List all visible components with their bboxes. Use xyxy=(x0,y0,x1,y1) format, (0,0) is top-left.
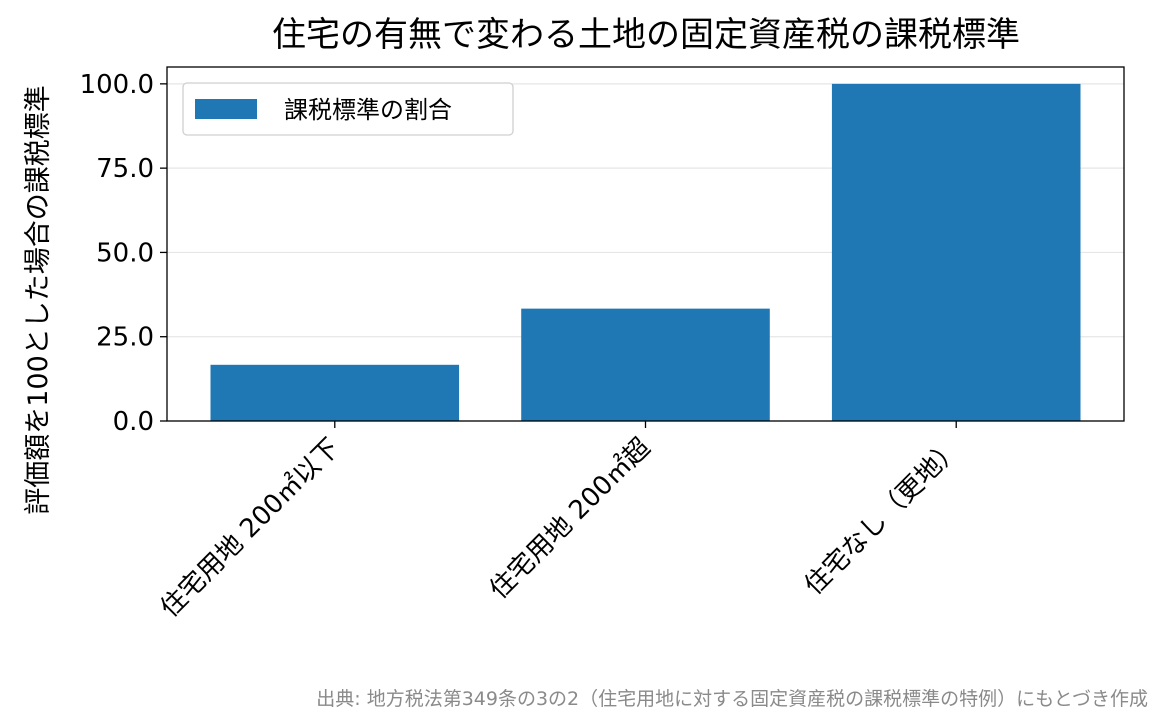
y-tick-label: 25.0 xyxy=(96,323,154,353)
legend-label: 課税標準の割合 xyxy=(284,96,452,124)
bar xyxy=(521,308,770,421)
y-tick-label: 75.0 xyxy=(96,154,154,184)
y-axis-label: 評価額を100とした場合の課税標準 xyxy=(23,85,54,515)
legend-swatch xyxy=(195,99,257,119)
y-tick-label: 50.0 xyxy=(96,238,154,268)
x-ticks: 住宅用地 200㎡以下 住宅用地 200㎡超 住宅なし（更地） xyxy=(155,421,967,624)
source-note: 出典: 地方税法第349条の3の2（住宅用地に対する固定資産税の課税標準の特例）… xyxy=(316,688,1148,710)
y-ticks: 0.0 25.0 50.0 75.0 100.0 xyxy=(80,70,167,437)
y-tick-label: 0.0 xyxy=(113,407,154,437)
x-tick-label: 住宅用地 200㎡超 xyxy=(484,433,656,605)
bars xyxy=(210,83,1081,421)
plot-frame xyxy=(166,66,1125,422)
bar xyxy=(210,364,460,421)
legend-box xyxy=(182,82,514,136)
bar xyxy=(831,83,1081,421)
y-tick-label: 100.0 xyxy=(80,70,154,100)
legend: 課税標準の割合 xyxy=(182,82,514,136)
x-tick-label: 住宅用地 200㎡以下 xyxy=(155,433,346,624)
chart-title: 住宅の有無で変わる土地の固定資産税の課税標準 xyxy=(272,15,1020,55)
x-tick-label: 住宅なし（更地） xyxy=(799,433,967,601)
